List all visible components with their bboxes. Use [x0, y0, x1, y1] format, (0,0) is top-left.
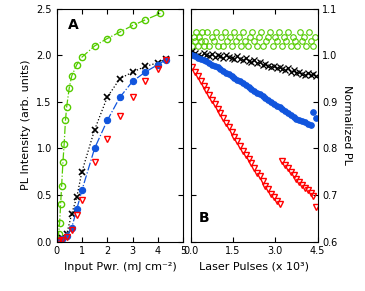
Text: A: A: [68, 18, 79, 32]
X-axis label: Laser Pulses (x 10³): Laser Pulses (x 10³): [199, 262, 309, 272]
Y-axis label: PL Intensity (arb. units): PL Intensity (arb. units): [21, 60, 31, 190]
X-axis label: Input Pwr. (mJ cm⁻²): Input Pwr. (mJ cm⁻²): [64, 262, 176, 272]
Y-axis label: Normalized PL: Normalized PL: [342, 85, 351, 165]
Text: B: B: [199, 211, 209, 225]
